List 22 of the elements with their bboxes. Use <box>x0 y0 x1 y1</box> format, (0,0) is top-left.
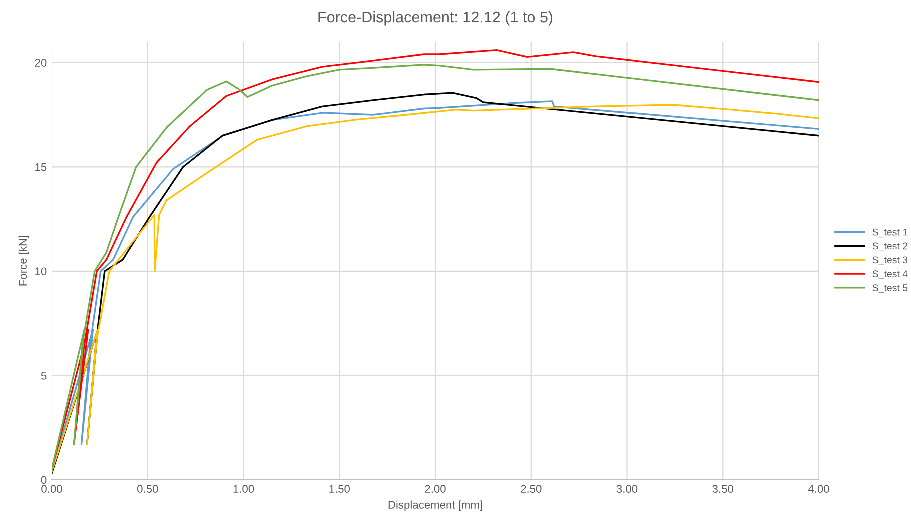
y-tick-label: 5 <box>41 372 47 380</box>
x-tick-label: 1.50 <box>330 485 350 494</box>
x-tick-label: 0.50 <box>137 485 158 494</box>
legend-label: S_test 5 <box>872 284 908 294</box>
x-tick-label: 3.50 <box>712 485 734 494</box>
x-tick-label: 3.00 <box>616 485 638 494</box>
legend-label: S_test 1 <box>872 228 908 238</box>
y-tick-label: 15 <box>36 164 47 172</box>
x-axis-title: Displacement [mm] <box>388 500 482 512</box>
chart-title: Force-Displacement: 12.12 (1 to 5) <box>318 11 553 26</box>
legend-label: S_test 4 <box>872 270 908 280</box>
x-tick-label: 4.00 <box>808 485 830 494</box>
x-tick-label: 2.00 <box>425 485 446 494</box>
y-tick-label: 20 <box>35 59 47 67</box>
legend-label: S_test 3 <box>872 256 908 266</box>
x-tick-label: 0.00 <box>42 485 62 494</box>
y-tick-label: 0 <box>41 476 47 484</box>
x-tick-label: 2.50 <box>521 485 542 494</box>
legend-label: S_test 2 <box>872 242 908 252</box>
y-axis-title: Force [kN] <box>18 236 30 286</box>
y-tick-label: 10 <box>36 268 47 276</box>
x-tick-label: 1.00 <box>234 485 254 494</box>
